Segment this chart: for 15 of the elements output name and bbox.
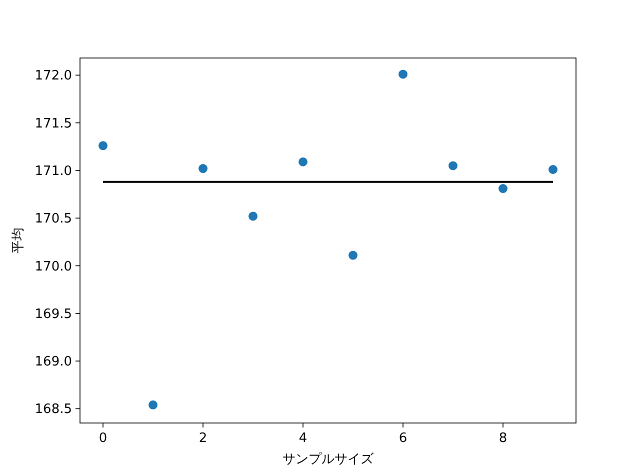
x-tick-label: 0 xyxy=(98,431,108,446)
y-tick-label: 171.0 xyxy=(34,164,72,179)
y-tick-label: 171.5 xyxy=(34,116,72,132)
x-tick-label: 8 xyxy=(498,431,508,446)
x-axis-title: サンプルサイズ xyxy=(282,452,374,467)
y-tick-label: 168.5 xyxy=(34,402,72,418)
y-tick-label: 169.0 xyxy=(34,354,72,370)
y-tick-label: 172.0 xyxy=(34,68,72,84)
y-tick-label: 170.5 xyxy=(34,212,72,227)
x-tick-label: 2 xyxy=(198,431,208,446)
y-tick-label: 170.0 xyxy=(34,259,72,274)
y-tick-label: 169.5 xyxy=(34,306,72,322)
y-axis-title: 平均 xyxy=(11,228,26,254)
x-tick-label: 4 xyxy=(298,431,308,446)
x-tick-label: 6 xyxy=(398,431,408,446)
